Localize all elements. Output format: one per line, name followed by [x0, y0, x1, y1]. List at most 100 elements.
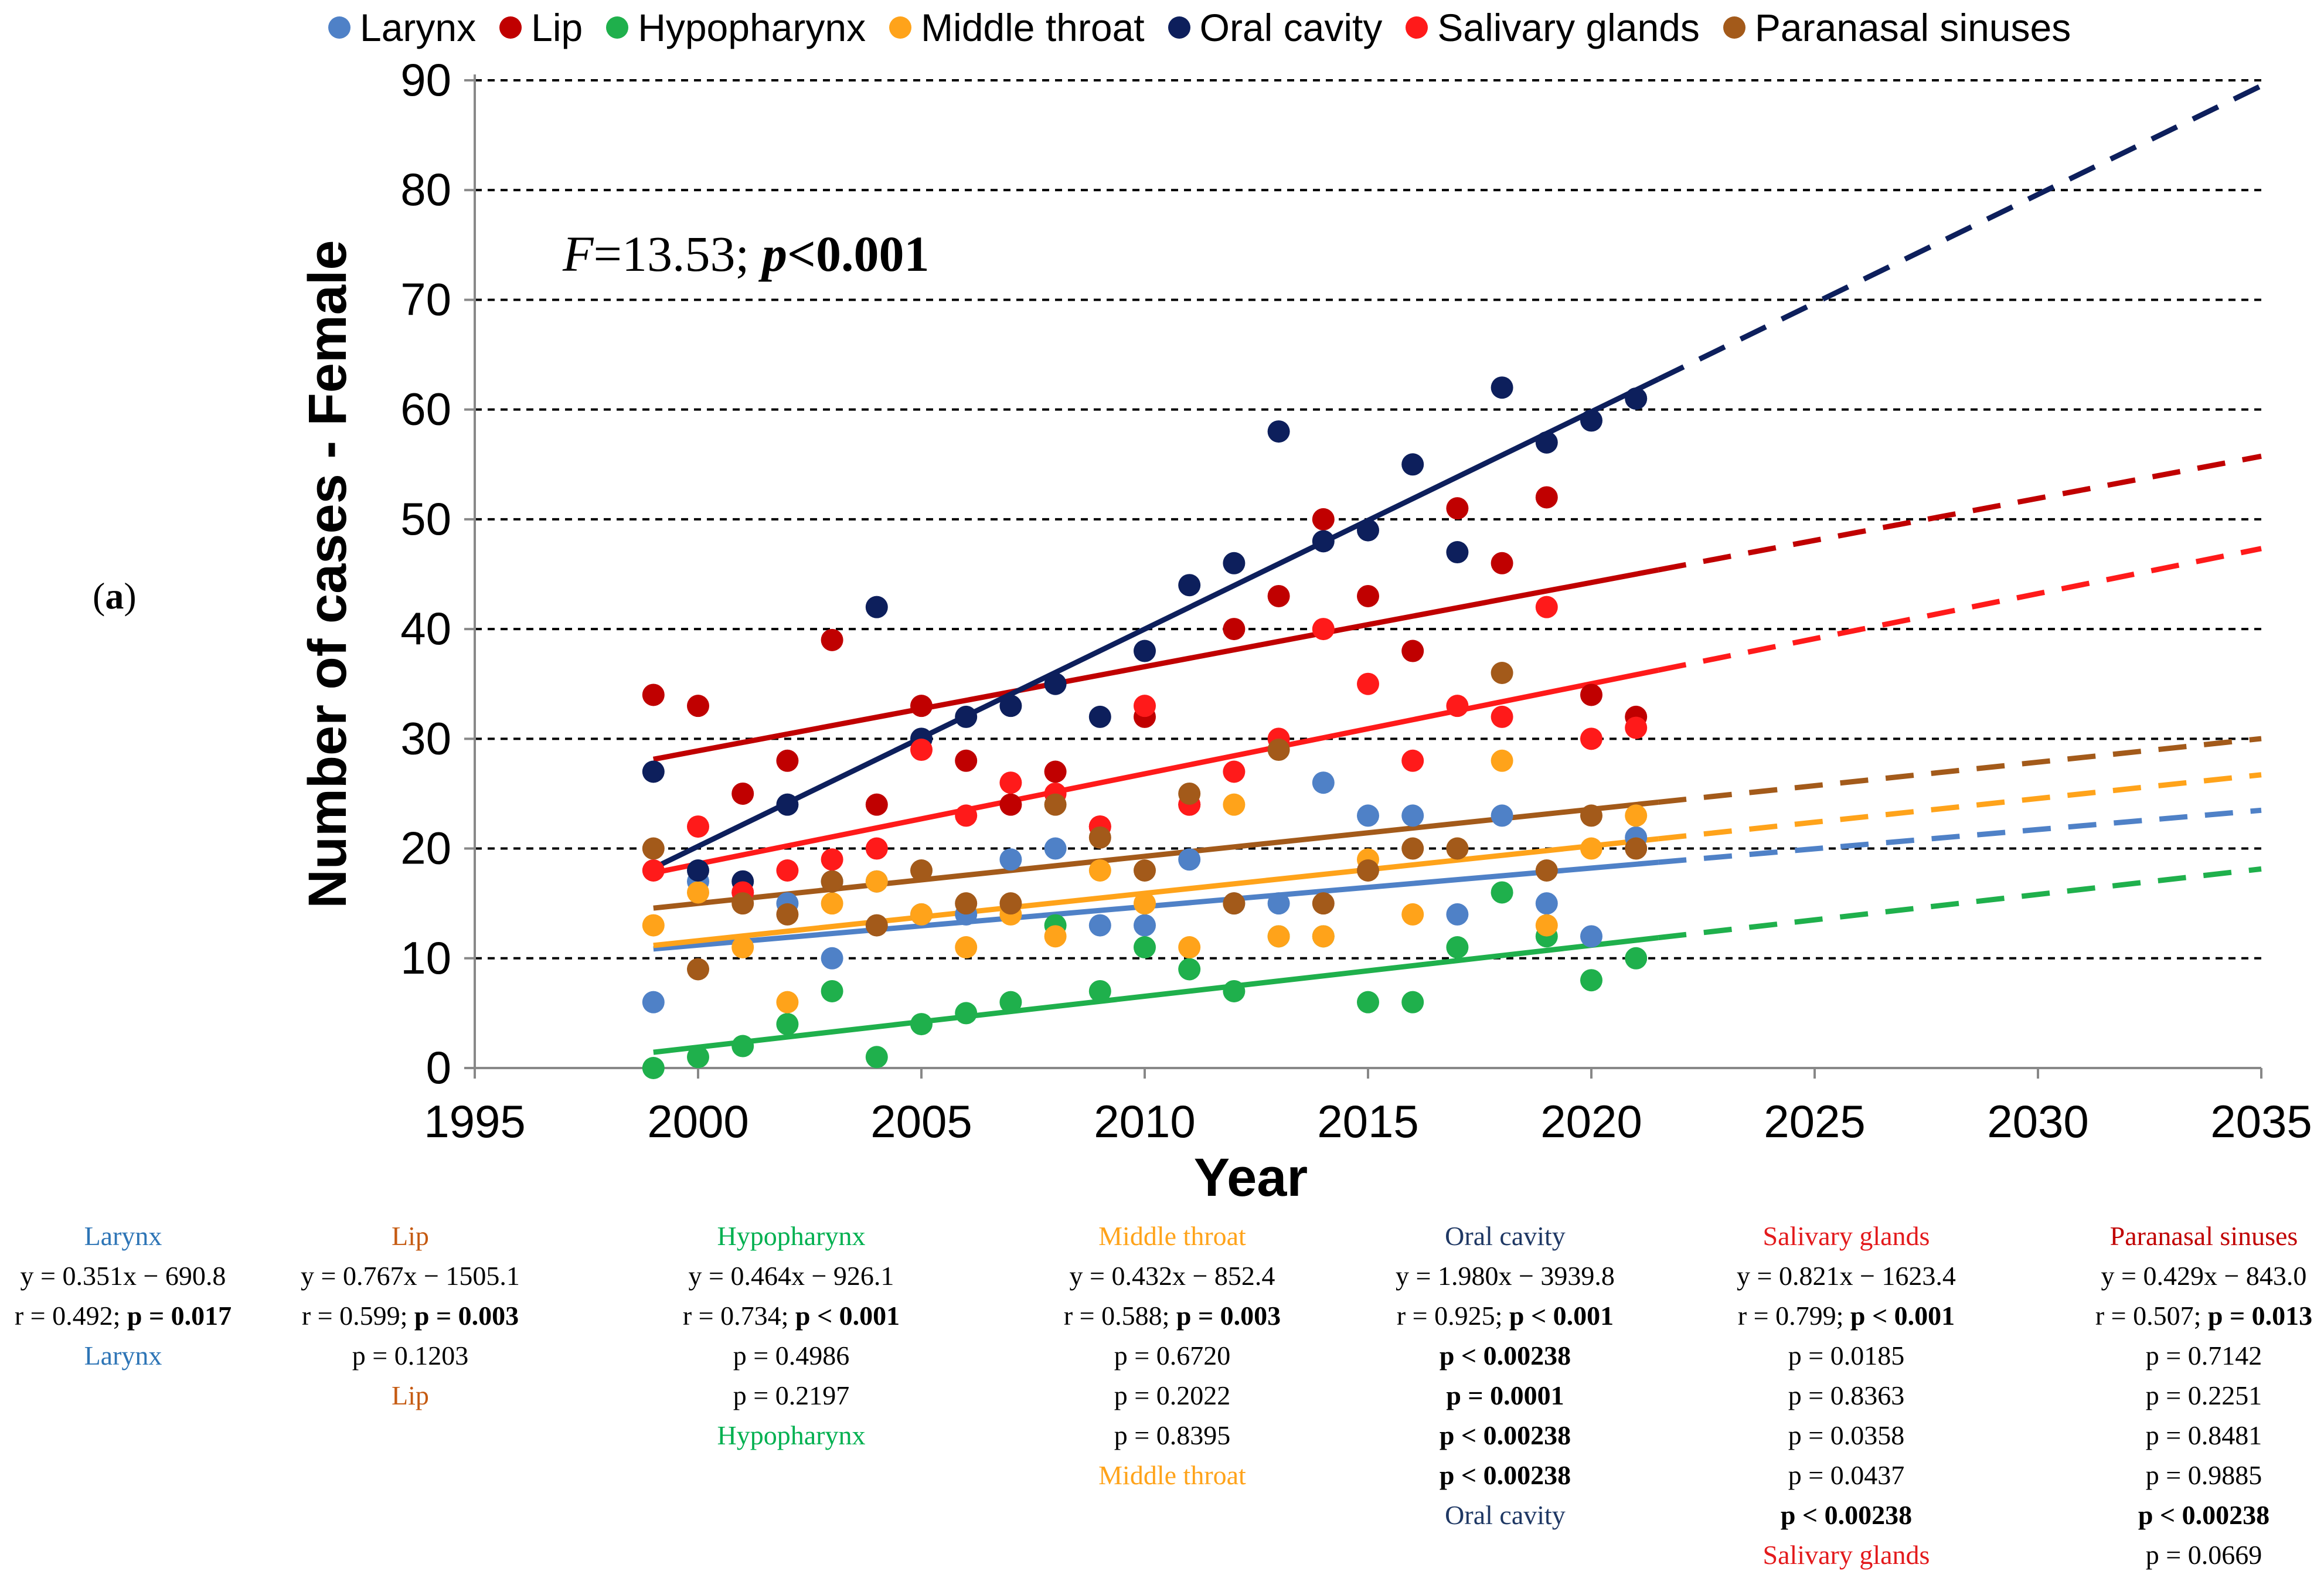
- point-middle-throat-2020: [1580, 837, 1602, 860]
- point-oral-cavity-2018: [1491, 376, 1513, 399]
- point-middle-throat-2018: [1491, 749, 1513, 772]
- legend-marker-icon: [606, 16, 629, 39]
- point-larynx-2015: [1357, 804, 1379, 827]
- y-tick-label-30: 30: [400, 712, 451, 764]
- legend-label: Paranasal sinuses: [1754, 6, 2071, 49]
- point-middle-throat-2001: [731, 936, 754, 959]
- point-hypopharynx-1999: [642, 1057, 665, 1079]
- legend-marker-icon: [889, 16, 912, 39]
- point-larynx-2019: [1535, 892, 1558, 915]
- point-hypopharynx-2007: [999, 991, 1022, 1014]
- point-lip-2000: [687, 695, 709, 717]
- stats-line: p = 0.0001: [1446, 1380, 1564, 1410]
- point-salivary-glands-2005: [910, 739, 933, 761]
- point-larynx-2014: [1312, 771, 1335, 794]
- stats-line: p = 0.7142: [2145, 1341, 2262, 1370]
- stats-column-4: Middle throat y = 0.432x − 852.4 r = 0.588…: [1008, 1216, 1336, 1495]
- stats-line: p = 0.4986: [733, 1341, 850, 1370]
- point-larynx-2017: [1446, 903, 1469, 926]
- point-paranasal-sinuses-2011: [1178, 782, 1201, 805]
- stats-line: p = 0.0358: [1788, 1420, 1905, 1450]
- point-salivary-glands-2012: [1223, 760, 1246, 783]
- stats-column-6: Salivary glands y = 0.821x − 1623.4 r = 0.…: [1682, 1216, 2010, 1575]
- forecast-line-oral-cavity: [1657, 83, 2262, 382]
- point-hypopharynx-2017: [1446, 936, 1469, 959]
- point-lip-2012: [1223, 618, 1246, 641]
- stats-line: r = 0.507; p = 0.013: [2095, 1301, 2313, 1331]
- point-oral-cavity-2000: [687, 859, 709, 882]
- x-tick-label-2000: 2000: [647, 1096, 749, 1147]
- point-oral-cavity-2007: [999, 695, 1022, 717]
- point-lip-1999: [642, 683, 665, 706]
- point-middle-throat-2010: [1134, 892, 1156, 915]
- point-oral-cavity-2010: [1134, 640, 1156, 662]
- stats-line: Oral cavity: [1445, 1500, 1566, 1530]
- point-oral-cavity-2011: [1178, 574, 1201, 597]
- stats-line: p = 0.0669: [2145, 1540, 2262, 1570]
- stats-line: p < 0.00238: [1780, 1500, 1913, 1530]
- point-lip-2004: [865, 793, 888, 816]
- stats-line: y = 0.351x − 690.8: [20, 1261, 226, 1291]
- y-tick-label-90: 90: [400, 54, 451, 106]
- f-statistic-annotation: F=13.53; p<0.001: [562, 226, 929, 282]
- point-larynx-2003: [821, 947, 843, 970]
- point-lip-2019: [1535, 486, 1558, 509]
- point-salivary-glands-2004: [865, 837, 888, 860]
- point-lip-2015: [1357, 584, 1379, 607]
- point-paranasal-sinuses-2015: [1357, 859, 1379, 882]
- trendline-middle-throat: [653, 836, 1659, 948]
- stats-line: p = 0.8481: [2145, 1420, 2262, 1450]
- forecast-line-hypopharynx: [1658, 866, 2262, 941]
- point-paranasal-sinuses-2020: [1580, 804, 1602, 827]
- stats-line: Oral cavity: [1445, 1221, 1566, 1251]
- trendline-larynx: [653, 859, 1659, 952]
- y-tick-label-10: 10: [400, 932, 451, 984]
- stats-line: Larynx: [84, 1221, 162, 1251]
- trendline-salivary-glands: [652, 667, 1659, 876]
- stats-line: p = 0.9885: [2145, 1460, 2262, 1490]
- point-hypopharynx-2015: [1357, 991, 1379, 1014]
- point-lip-2007: [999, 793, 1022, 816]
- point-hypopharynx-2001: [731, 1035, 754, 1057]
- point-larynx-1999: [642, 991, 665, 1014]
- x-tick-label-2030: 2030: [1987, 1096, 2089, 1147]
- point-hypopharynx-2012: [1223, 980, 1246, 1002]
- point-paranasal-sinuses-2009: [1088, 826, 1111, 849]
- point-lip-2018: [1491, 552, 1513, 574]
- stats-column-3: Hypopharynx y = 0.464x − 926.1 r = 0.734; …: [627, 1216, 955, 1455]
- y-tick-label-0: 0: [426, 1042, 451, 1093]
- y-tick-label-20: 20: [400, 822, 451, 874]
- stats-line: r = 0.588; p = 0.003: [1063, 1301, 1281, 1331]
- x-tick-label-2025: 2025: [1764, 1096, 1866, 1147]
- stats-line: p < 0.00238: [2138, 1500, 2270, 1530]
- point-middle-throat-2000: [687, 881, 709, 904]
- point-lip-2002: [776, 749, 799, 772]
- stats-line: r = 0.925; p < 0.001: [1396, 1301, 1614, 1331]
- point-paranasal-sinuses-2000: [687, 958, 709, 981]
- point-middle-throat-1999: [642, 914, 665, 937]
- point-larynx-2008: [1044, 837, 1067, 860]
- stats-column-2: Lip y = 0.767x − 1505.1 r = 0.599; p = 0.0…: [246, 1216, 574, 1416]
- legend-item-lip: Lip: [499, 5, 583, 50]
- point-salivary-glands-2006: [955, 804, 978, 827]
- legend-label: Larynx: [360, 6, 477, 49]
- point-middle-throat-2008: [1044, 925, 1067, 948]
- point-oral-cavity-2017: [1446, 541, 1469, 564]
- trendline-lip: [652, 567, 1659, 762]
- stats-line: Middle throat: [1098, 1460, 1246, 1490]
- stats-line: y = 0.432x − 852.4: [1069, 1261, 1275, 1291]
- point-middle-throat-2005: [910, 903, 933, 926]
- y-axis-label: Number of cases - Female: [298, 240, 358, 908]
- stats-line: p = 0.8363: [1788, 1380, 1905, 1410]
- point-middle-throat-2004: [865, 870, 888, 893]
- point-middle-throat-2012: [1223, 793, 1246, 816]
- stats-line: Lip: [392, 1221, 429, 1251]
- trendline-hypopharynx: [653, 935, 1659, 1055]
- point-salivary-glands-1999: [642, 859, 665, 882]
- stats-line: Paranasal sinuses: [2109, 1221, 2298, 1251]
- legend-marker-icon: [1723, 16, 1745, 39]
- point-paranasal-sinuses-2012: [1223, 892, 1246, 915]
- point-oral-cavity-2002: [776, 793, 799, 816]
- point-salivary-glands-2016: [1401, 749, 1424, 772]
- point-paranasal-sinuses-2010: [1134, 859, 1156, 882]
